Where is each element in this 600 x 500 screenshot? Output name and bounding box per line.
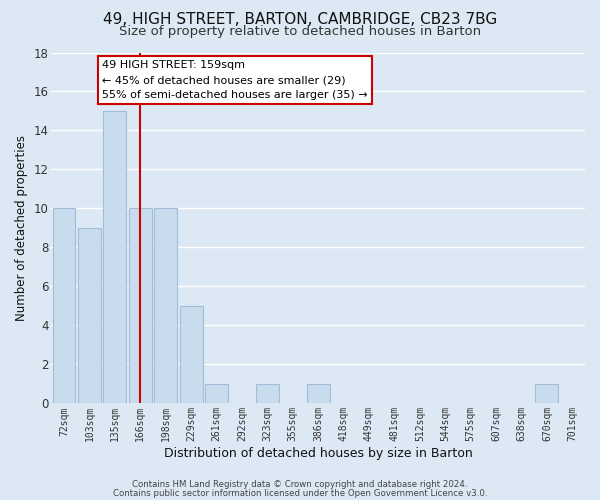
Bar [307,384,329,404]
Bar [78,228,101,404]
Bar [53,208,76,404]
Y-axis label: Number of detached properties: Number of detached properties [15,135,28,321]
Bar [129,208,152,404]
Bar [154,208,177,404]
Text: Size of property relative to detached houses in Barton: Size of property relative to detached ho… [119,25,481,38]
Bar [205,384,228,404]
Bar [535,384,559,404]
Text: Contains public sector information licensed under the Open Government Licence v3: Contains public sector information licen… [113,489,487,498]
X-axis label: Distribution of detached houses by size in Barton: Distribution of detached houses by size … [164,447,473,460]
Bar [256,384,279,404]
Bar [103,111,127,404]
Text: 49, HIGH STREET, BARTON, CAMBRIDGE, CB23 7BG: 49, HIGH STREET, BARTON, CAMBRIDGE, CB23… [103,12,497,28]
Text: 49 HIGH STREET: 159sqm
← 45% of detached houses are smaller (29)
55% of semi-det: 49 HIGH STREET: 159sqm ← 45% of detached… [102,60,368,100]
Text: Contains HM Land Registry data © Crown copyright and database right 2024.: Contains HM Land Registry data © Crown c… [132,480,468,489]
Bar [179,306,203,404]
